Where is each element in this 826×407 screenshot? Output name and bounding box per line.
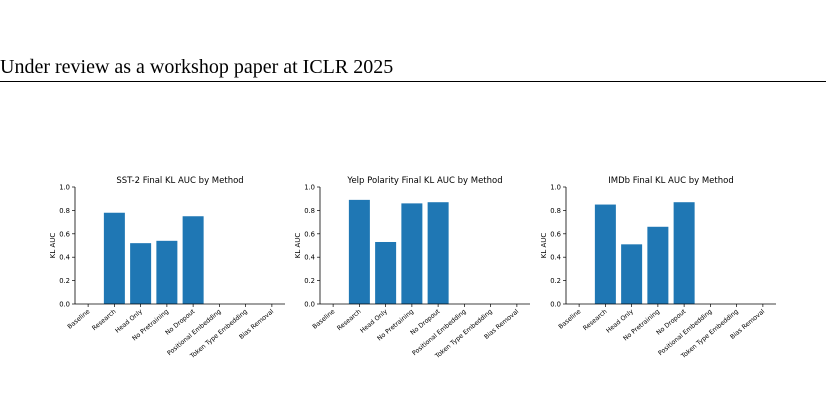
y-tick-label: 0.0 [304, 301, 315, 309]
bar-no-dropout [427, 202, 449, 304]
y-axis-label: KL AUC [294, 233, 302, 259]
x-tick-label: Baseline [311, 308, 336, 331]
bar-head-only [621, 244, 643, 304]
chart-title: IMDb Final KL AUC by Method [608, 176, 733, 186]
bar-head-only [375, 241, 397, 304]
bar-no-dropout [673, 202, 695, 304]
y-tick-label: 0.2 [550, 277, 561, 285]
bar-no-pretraining [647, 226, 669, 304]
bar-no-pretraining [156, 240, 178, 304]
y-tick-label: 0.0 [59, 301, 70, 309]
x-tick-label: Baseline [66, 308, 91, 331]
y-tick-label: 0.6 [304, 230, 315, 238]
y-tick-label: 0.8 [304, 207, 315, 215]
chart-sst2: SST-2 Final KL AUC by Method KL AUC Baseli… [40, 170, 290, 360]
y-axis-label: KL AUC [540, 233, 548, 259]
x-tick-label: Baseline [557, 308, 582, 331]
y-tick-label: 0.6 [550, 230, 561, 238]
bar-research [103, 212, 125, 304]
y-tick-label: 0.0 [550, 301, 561, 309]
y-tick-label: 0.4 [59, 254, 70, 262]
running-header: Under review as a workshop paper at ICLR… [0, 56, 394, 78]
bar-research [594, 204, 616, 304]
y-tick-label: 0.2 [304, 277, 315, 285]
y-tick-label: 0.2 [59, 277, 70, 285]
bar-head-only [130, 243, 152, 304]
bar-research [348, 199, 370, 304]
y-tick-label: 0.4 [550, 254, 561, 262]
y-tick-label: 1.0 [59, 184, 70, 192]
y-tick-label: 0.8 [550, 207, 561, 215]
chart-imdb-svg: IMDb Final KL AUC by Method KL AUC Baselin… [540, 176, 776, 360]
chart-sst2-svg: SST-2 Final KL AUC by Method KL AUC Baseli… [49, 176, 285, 360]
y-tick-label: 0.6 [59, 230, 70, 238]
chart-imdb: IMDb Final KL AUC by Method KL AUC Baselin… [531, 170, 781, 360]
bar-no-dropout [182, 216, 204, 304]
chart-yelp-svg: Yelp Polarity Final KL AUC by Method KL A… [294, 176, 530, 360]
chart-title: Yelp Polarity Final KL AUC by Method [346, 176, 502, 186]
bar-no-pretraining [401, 203, 423, 304]
header-rule [0, 81, 826, 82]
y-tick-label: 0.8 [59, 207, 70, 215]
y-tick-label: 0.4 [304, 254, 315, 262]
y-axis-label: KL AUC [49, 233, 57, 259]
y-tick-label: 1.0 [550, 184, 561, 192]
chart-yelp: Yelp Polarity Final KL AUC by Method KL A… [285, 170, 535, 360]
chart-title: SST-2 Final KL AUC by Method [116, 176, 243, 186]
y-tick-label: 1.0 [304, 184, 315, 192]
